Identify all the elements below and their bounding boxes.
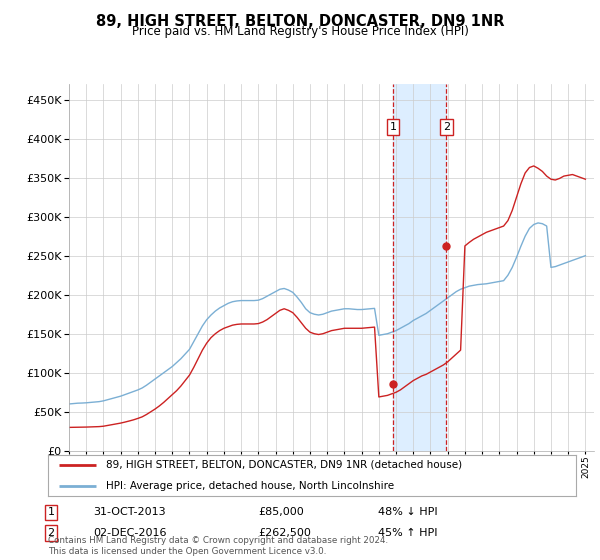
Text: 31-OCT-2013: 31-OCT-2013	[93, 507, 166, 517]
Text: 48% ↓ HPI: 48% ↓ HPI	[378, 507, 437, 517]
Text: £85,000: £85,000	[258, 507, 304, 517]
Text: 2: 2	[443, 122, 450, 132]
Text: Contains HM Land Registry data © Crown copyright and database right 2024.
This d: Contains HM Land Registry data © Crown c…	[48, 536, 388, 556]
Text: 45% ↑ HPI: 45% ↑ HPI	[378, 528, 437, 538]
Text: 02-DEC-2016: 02-DEC-2016	[93, 528, 167, 538]
Text: 1: 1	[47, 507, 55, 517]
Text: 1: 1	[389, 122, 397, 132]
Text: 2: 2	[47, 528, 55, 538]
Text: Price paid vs. HM Land Registry's House Price Index (HPI): Price paid vs. HM Land Registry's House …	[131, 25, 469, 38]
Text: 89, HIGH STREET, BELTON, DONCASTER, DN9 1NR: 89, HIGH STREET, BELTON, DONCASTER, DN9 …	[96, 14, 504, 29]
Bar	[393, 84, 446, 451]
Text: HPI: Average price, detached house, North Lincolnshire: HPI: Average price, detached house, Nort…	[106, 481, 394, 491]
Text: 89, HIGH STREET, BELTON, DONCASTER, DN9 1NR (detached house): 89, HIGH STREET, BELTON, DONCASTER, DN9 …	[106, 460, 462, 469]
Text: £262,500: £262,500	[258, 528, 311, 538]
